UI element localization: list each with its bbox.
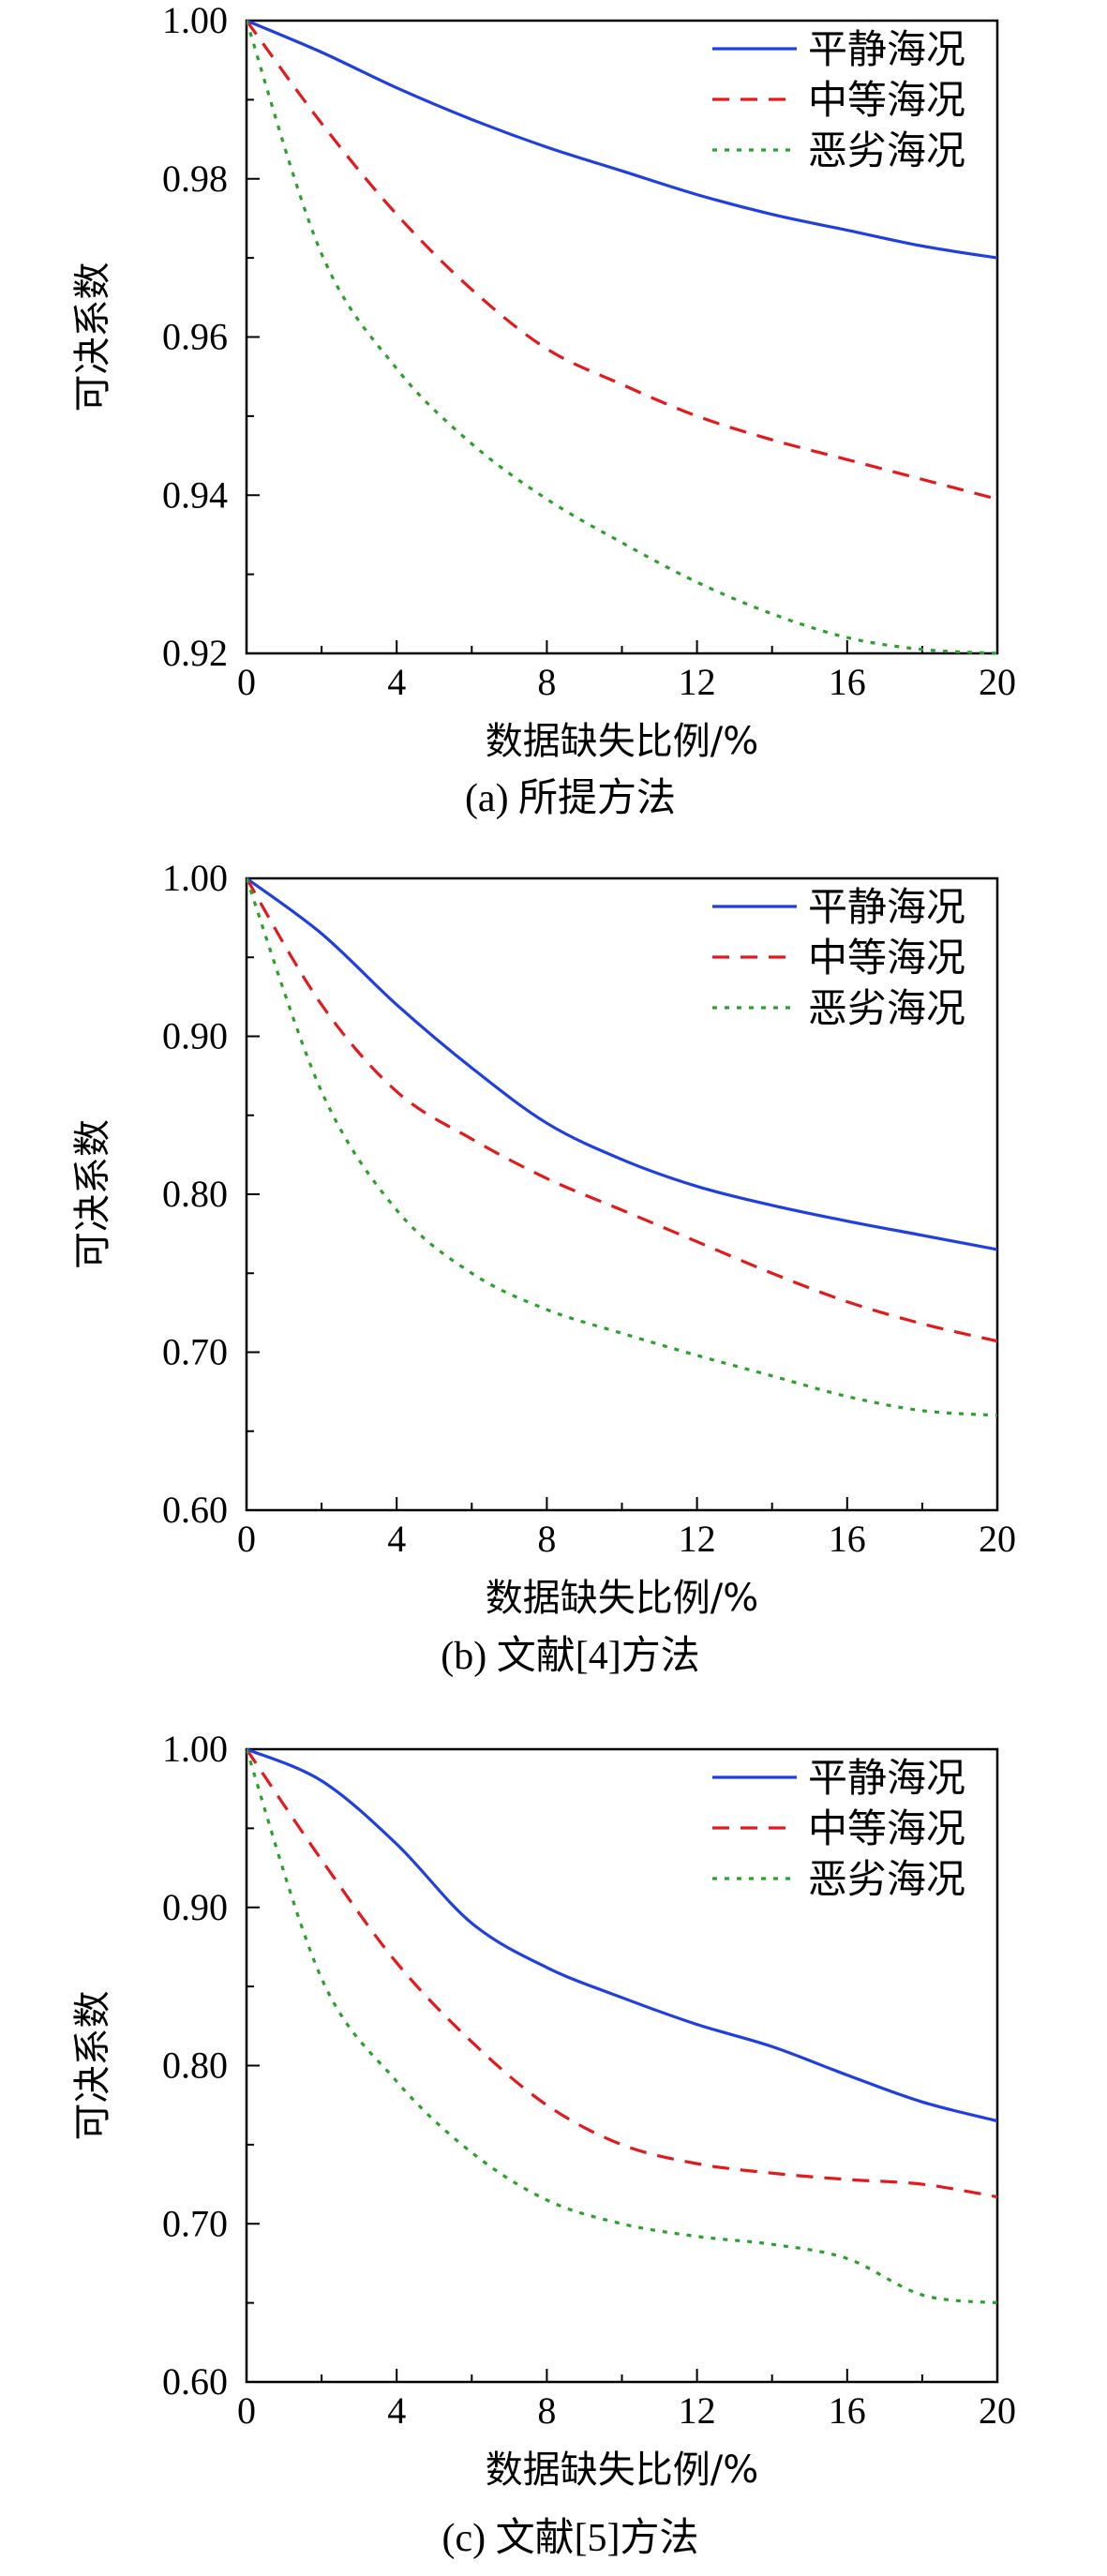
series-line-b-1 [247,876,997,1251]
y-tick-label-c: 0.70 [162,2202,228,2244]
series-line-b-3 [247,877,997,1417]
y-tick-label-b: 0.80 [162,1173,228,1215]
legend-label-b-3: 恶劣海况 [808,985,965,1031]
x-tick-label-b: 4 [387,1518,406,1560]
x-tick-label-c: 12 [679,2389,716,2432]
x-tick-label-b: 12 [679,1518,716,1560]
panel-caption-b: (b) 文献[4]方法 [441,1634,699,1678]
x-tick-label-b: 16 [829,1518,866,1560]
x-tick-label-b: 20 [979,1518,1016,1560]
series-line-c-3 [247,1748,997,2305]
y-axis-title-a: 可决系数 [71,262,114,412]
legend-label-a-2: 中等海况 [808,77,965,123]
legend-label-b-1: 平静海况 [808,884,965,930]
x-tick-label-a: 16 [829,661,866,703]
y-tick-label-a: 0.98 [162,157,228,200]
chart-panel-c: 0 4 8 12 16 20 0.60 0.70 0.80 0.90 1.00 数据缺失比例/% 可决系… [71,1728,1016,2560]
x-tick-label-a: 0 [237,661,256,703]
legend-label-a-1: 平静海况 [808,26,965,72]
panel-caption-a: (a) 所提方法 [465,777,676,820]
y-tick-label-b: 0.90 [162,1015,228,1057]
legend-label-c-2: 中等海况 [808,1805,965,1851]
series-line-c-2 [247,1748,997,2199]
y-tick-label-c: 0.80 [162,2044,228,2087]
y-tick-label-c: 0.90 [162,1886,228,1928]
x-tick-label-a: 8 [537,661,556,703]
x-tick-label-c: 8 [537,2389,556,2432]
y-tick-label-a: 0.92 [162,632,228,674]
series-line-a-1 [247,19,997,260]
x-axis-title-c: 数据缺失比例/% [486,2449,758,2492]
legend-label-c-1: 平静海况 [808,1755,965,1801]
legend-label-b-2: 中等海况 [808,935,965,981]
x-tick-label-c: 4 [387,2389,406,2432]
series-line-a-2 [247,20,997,502]
y-tick-label-a: 0.94 [162,473,228,516]
y-tick-label-b: 0.60 [162,1489,228,1531]
legend-label-a-3: 恶劣海况 [808,127,965,173]
x-tick-label-a: 20 [979,661,1016,703]
y-tick-label-a: 0.96 [162,316,228,358]
chart-panel-a: 0 4 8 12 16 20 0.92 0.94 0.96 0.98 1.00 数据缺失比例/% 可决系… [71,0,1016,820]
x-axis-title-a: 数据缺失比例/% [486,720,758,763]
x-tick-label-a: 4 [387,661,406,703]
x-tick-label-c: 16 [829,2389,866,2432]
series-line-a-3 [247,20,997,655]
y-tick-label-a: 1.00 [162,0,228,41]
y-tick-label-b: 0.70 [162,1331,228,1373]
panel-caption-c: (c) 文献[5]方法 [441,2516,698,2560]
x-tick-label-a: 12 [679,661,716,703]
y-tick-label-b: 1.00 [162,857,228,899]
x-axis-title-b: 数据缺失比例/% [486,1577,758,1620]
series-line-c-1 [247,1747,997,2123]
legend-label-c-3: 恶劣海况 [808,1856,965,1902]
y-tick-label-c: 0.60 [162,2360,228,2403]
x-tick-label-c: 0 [237,2389,256,2432]
x-tick-label-b: 8 [537,1518,556,1560]
x-tick-label-b: 0 [237,1518,256,1560]
chart-panel-b: 0 4 8 12 16 20 0.60 0.70 0.80 0.90 1.00 数据缺失比例/% 可决系… [71,857,1016,1678]
y-tick-label-c: 1.00 [162,1728,228,1770]
y-axis-title-c: 可决系数 [71,1991,114,2141]
x-tick-label-c: 20 [979,2389,1016,2432]
y-axis-title-b: 可决系数 [71,1119,114,1269]
